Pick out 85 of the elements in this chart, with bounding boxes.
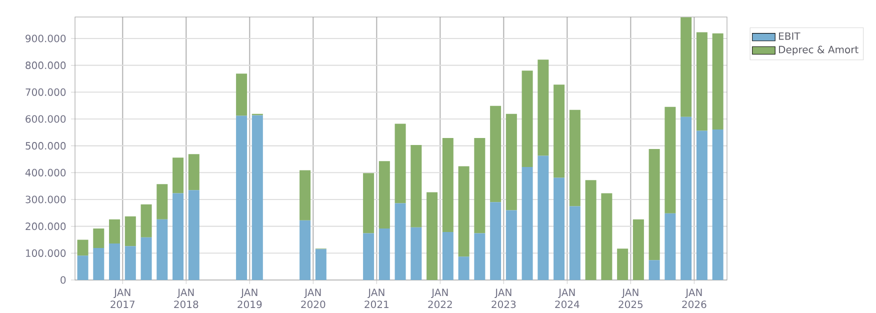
legend-label: EBIT [779,32,800,40]
bar [315,249,326,280]
bar [474,138,486,234]
bar [506,210,517,280]
bar [77,240,88,256]
bar [474,233,486,280]
bar [172,193,184,280]
bar [648,149,660,260]
bar [554,178,565,280]
bar [124,246,136,280]
legend-label: Deprec & Amort [779,46,858,56]
y-tick-label: 200.000 [26,222,66,230]
bar [156,219,168,280]
bar [124,216,136,246]
x-tick-label: JAN 2022 [428,288,452,308]
bar [506,114,517,210]
bar [188,190,200,280]
bar [236,74,248,116]
bar [664,213,676,280]
x-tick-label: JAN 2026 [682,288,706,308]
bar [442,232,454,280]
x-tick-label: JAN 2024 [555,288,580,308]
bar [236,116,248,280]
bar [680,17,692,117]
bar [172,158,184,194]
bar [442,138,454,232]
bar [632,219,644,280]
bar [394,124,406,204]
bar [410,227,422,280]
bar [109,219,120,244]
bar [109,243,120,280]
bar [363,173,374,234]
y-tick-label: 900.000 [26,34,66,42]
bar [712,129,724,280]
x-tick-label: JAN 2025 [618,288,643,308]
bar [140,204,152,238]
bar [156,184,168,220]
bar [490,202,502,280]
bar [538,60,549,156]
x-tick-label: JAN 2023 [492,288,516,308]
y-tick-label: 300.000 [26,196,66,204]
bar [601,193,612,280]
bar [458,256,470,280]
y-tick-label: 500.000 [26,142,66,150]
bar [490,106,502,202]
bar [569,206,580,280]
y-tick-label: 600.000 [26,115,66,123]
x-tick-label: JAN 2019 [238,288,262,308]
bar [378,228,390,280]
bar [252,115,263,280]
bar [538,156,549,280]
bar [648,260,660,280]
bar [77,256,88,280]
bar [554,84,565,178]
bar [426,192,438,280]
bar [394,203,406,280]
y-tick-label: 400.000 [25,168,66,176]
x-tick-label: JAN 2020 [301,288,326,308]
y-tick-label: 800.000 [26,62,66,70]
y-tick-label: 0 [60,276,66,284]
bar [664,106,676,214]
y-tick-label: 100.000 [26,249,66,257]
bar [522,70,533,168]
bar [458,166,470,257]
bar [188,154,200,190]
bar [300,170,311,220]
x-tick-label: JAN 2018 [174,288,198,308]
bar [93,228,104,248]
bar [378,161,390,228]
bar [300,220,311,280]
x-tick-label: JAN 2017 [110,288,134,308]
bar [522,167,533,280]
x-tick-label: JAN 2021 [364,288,388,308]
y-tick-label: 700.000 [26,88,66,96]
bar [696,32,708,131]
bar [585,180,596,280]
bar [140,237,152,280]
bar [680,116,692,280]
bar [712,33,724,130]
bar [363,233,374,280]
bar [410,145,422,228]
bar [696,130,708,280]
bar [569,110,580,206]
bar [617,248,628,280]
bar [93,248,104,280]
